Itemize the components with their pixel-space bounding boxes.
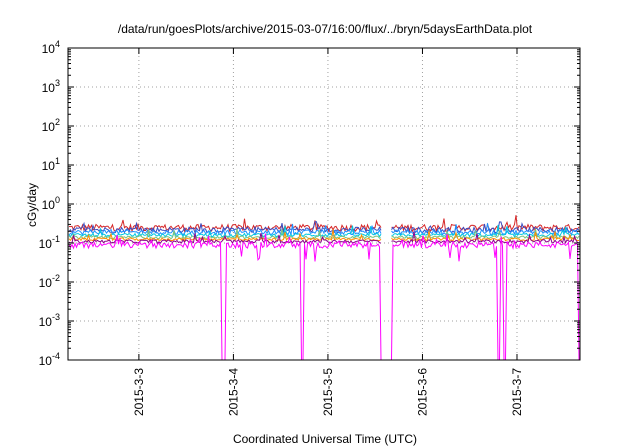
y-axis-label: cGy/day (25, 183, 39, 227)
y-tick-label: 104 (42, 39, 60, 56)
x-tick-label: 2015-3-5 (321, 368, 335, 416)
x-tick-label: 2015-3-7 (510, 368, 524, 416)
x-axis-label: Coordinated Universal Time (UTC) (233, 432, 417, 446)
chart-title: /data/run/goesPlots/archive/2015-03-07/1… (118, 22, 533, 36)
series-line (68, 221, 580, 235)
y-tick-label: 103 (42, 78, 60, 95)
y-tick-label: 10-2 (39, 273, 60, 290)
y-tick-label: 101 (42, 156, 60, 173)
plot-frame (67, 47, 581, 361)
x-tick-label: 2015-3-4 (226, 368, 240, 416)
y-tick-label: 102 (42, 117, 60, 134)
data-series (68, 215, 580, 361)
y-tick-label: 10-4 (39, 351, 60, 368)
y-tick-label: 10-1 (39, 234, 60, 251)
x-tick-label: 2015-3-3 (132, 368, 146, 416)
series-line (68, 233, 580, 361)
series-line (68, 224, 580, 238)
grid (68, 48, 580, 360)
y-tick-label: 10-3 (39, 312, 60, 329)
x-tick-label: 2015-3-6 (415, 368, 429, 416)
y-tick-label: 100 (42, 195, 60, 212)
